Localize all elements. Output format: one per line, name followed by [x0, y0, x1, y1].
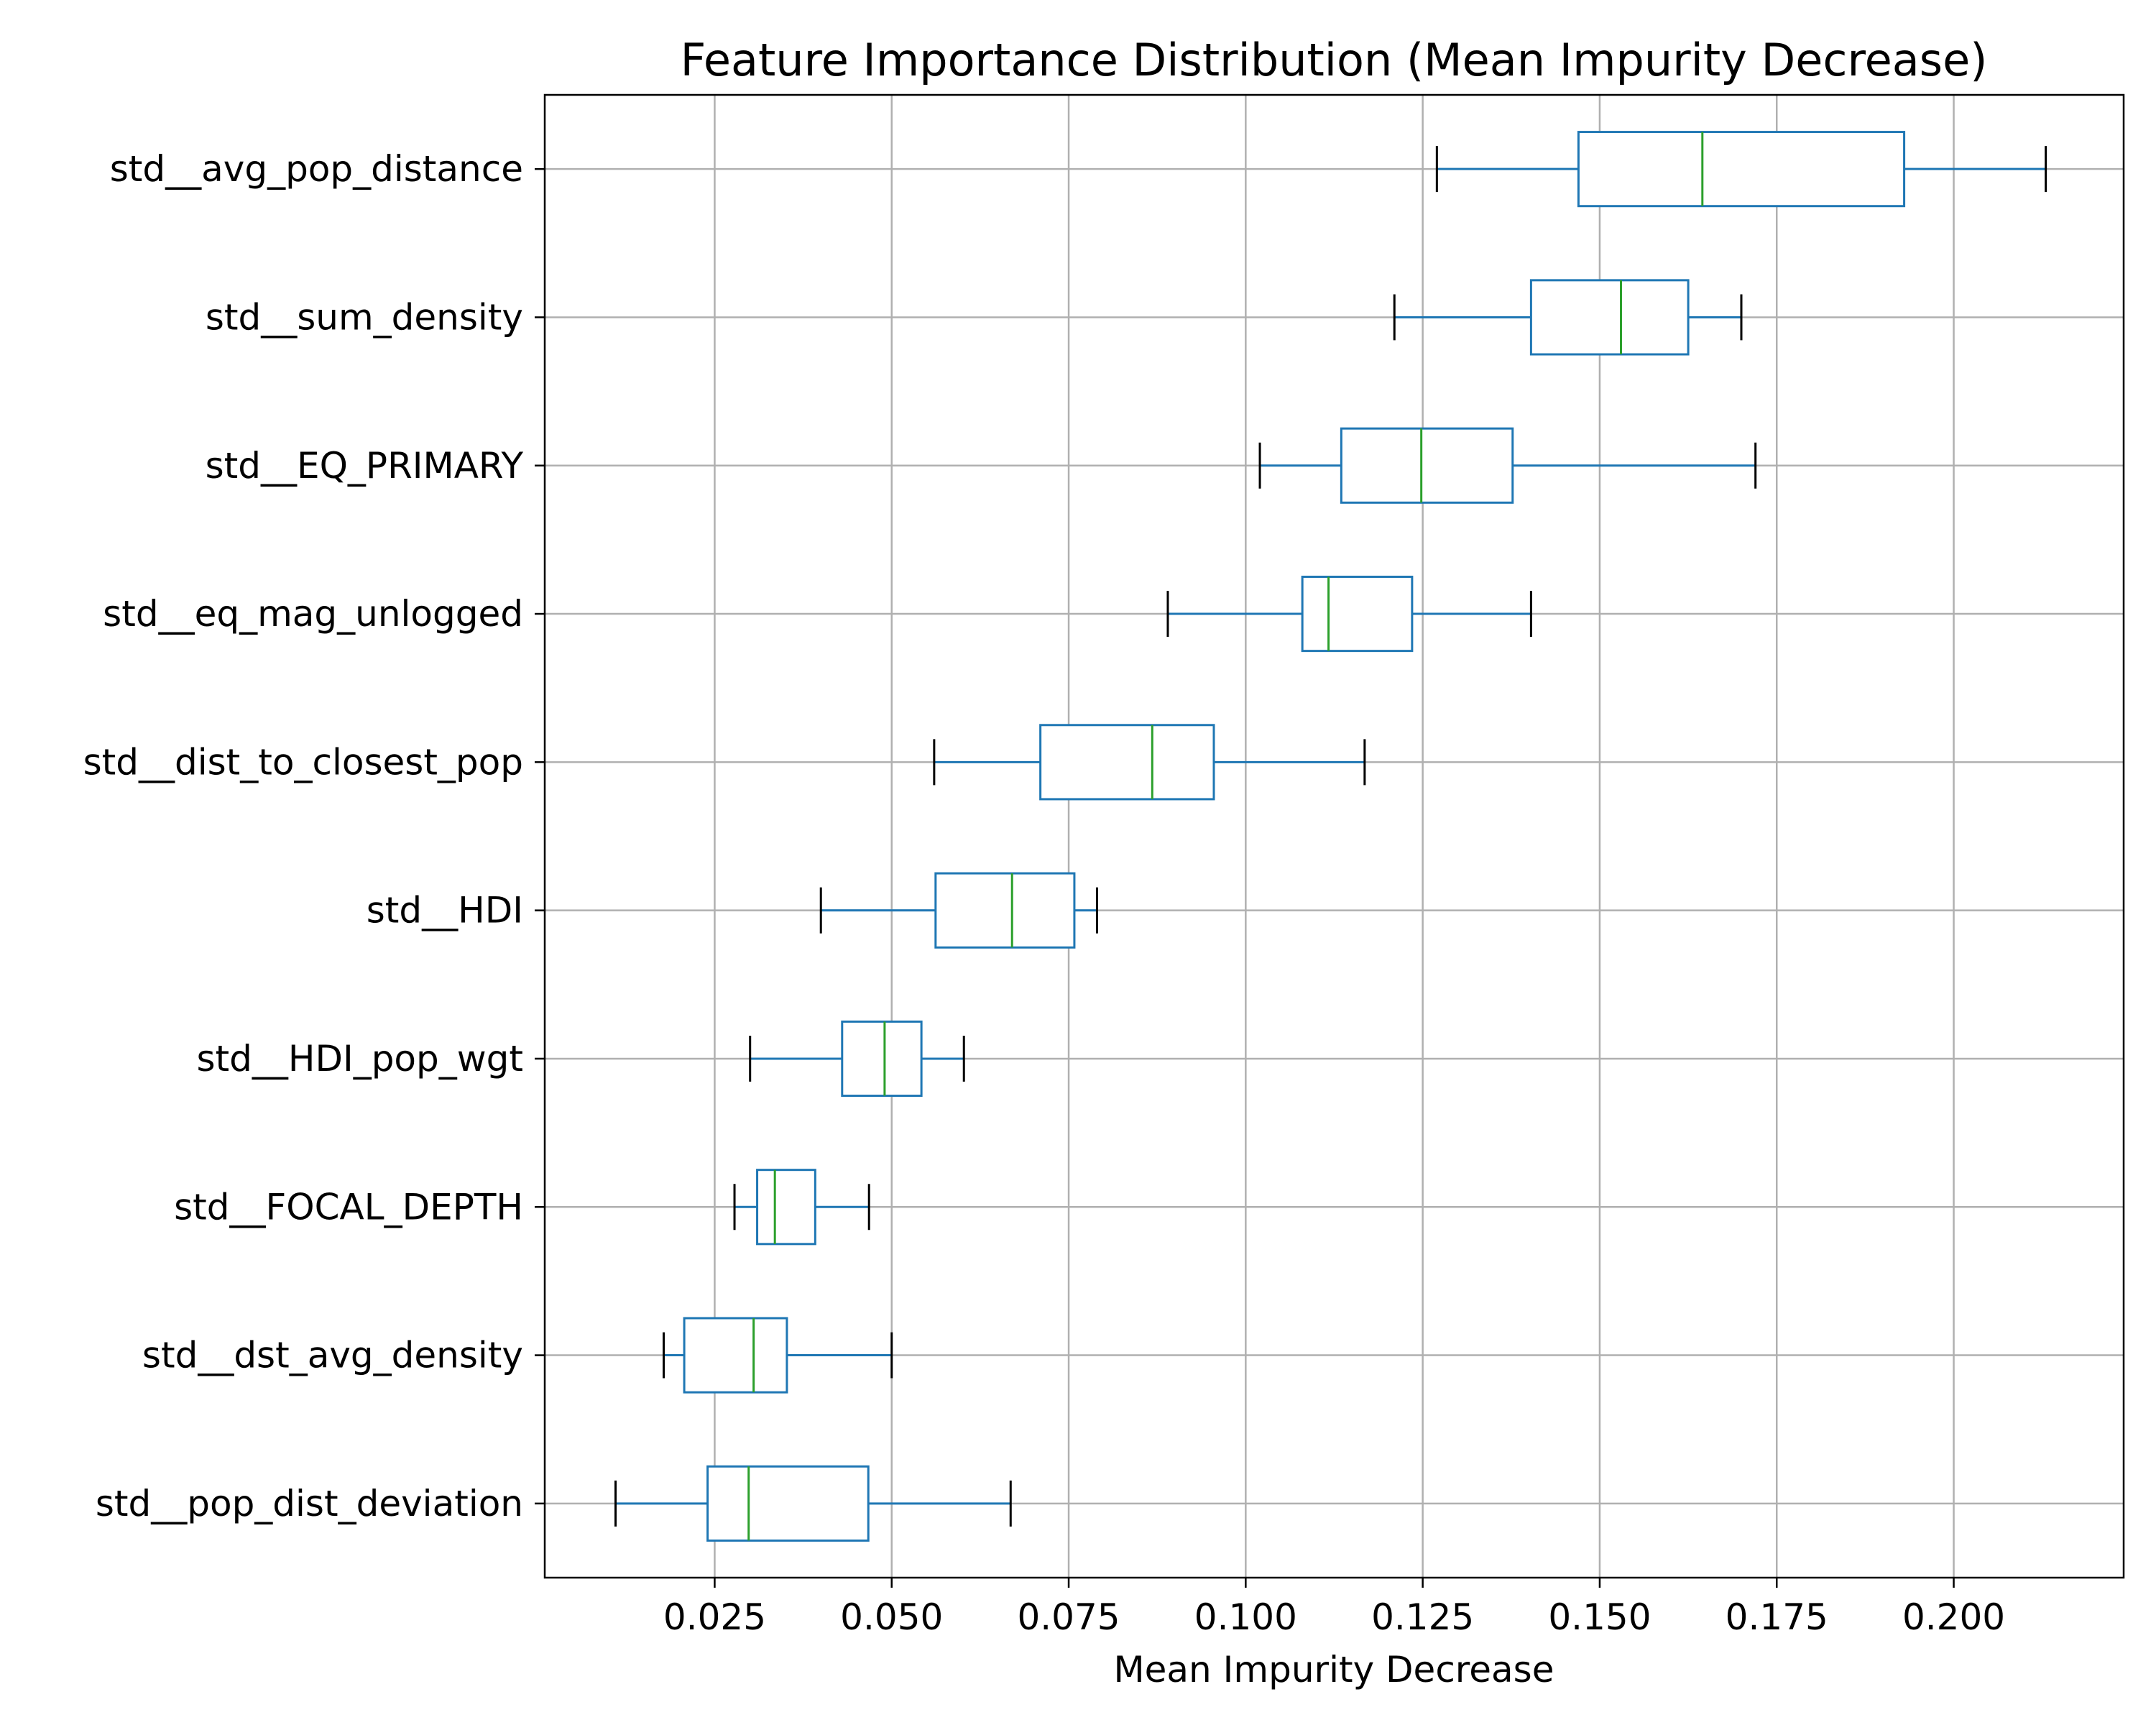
x-tick-label: 0.200 — [1902, 1596, 2005, 1638]
box-std__dist_to_closest_pop — [933, 724, 1366, 801]
y-tick-label: std__HDI_pop_wgt — [196, 1038, 523, 1080]
box-std__FOCAL_DEPTH — [733, 1169, 870, 1246]
x-axis-label: Mean Impurity Decrease — [1114, 1649, 1554, 1690]
box-iqr — [756, 1169, 816, 1246]
y-tick-label: std__HDI — [367, 890, 523, 932]
x-axis-ticks: 0.025 0.050 0.075 0.100 0.125 0.150 0.175 0.200 — [663, 1578, 2005, 1638]
box-plots — [614, 131, 2047, 1542]
y-tick-label: std__FOCAL_DEPTH — [174, 1186, 523, 1228]
box-std__EQ_PRIMARY — [1258, 427, 1757, 504]
x-tick-label: 0.050 — [840, 1596, 943, 1638]
box-iqr — [1529, 279, 1690, 356]
y-axis-ticks: std__avg_pop_distance std__sum_densitystd… — [83, 148, 545, 1524]
box-iqr — [683, 1317, 788, 1394]
x-tick-label: 0.025 — [663, 1596, 766, 1638]
box-iqr — [934, 872, 1076, 949]
x-tick-label: 0.150 — [1548, 1596, 1651, 1638]
x-tick-label: 0.075 — [1017, 1596, 1120, 1638]
box-iqr — [1577, 131, 1906, 208]
chart-title: Feature Importance Distribution (Mean Im… — [681, 34, 1988, 86]
x-tick-label: 0.175 — [1726, 1596, 1828, 1638]
box-std__HDI_pop_wgt — [749, 1020, 965, 1098]
box-std__avg_pop_distance — [1435, 131, 2047, 208]
box-std__eq_mag_unlogged — [1166, 575, 1532, 653]
box-iqr — [841, 1020, 923, 1098]
box-std__pop_dist_deviation — [614, 1465, 1012, 1542]
y-tick-label: std__eq_mag_unlogged — [103, 593, 523, 635]
y-tick-label: std__pop_dist_deviation — [96, 1483, 523, 1524]
box-std__HDI — [819, 872, 1098, 949]
y-tick-label: std__dist_to_closest_pop — [83, 741, 523, 783]
box-iqr — [706, 1465, 870, 1542]
y-tick-label: std__EQ_PRIMARY — [206, 445, 524, 487]
box-iqr — [1301, 575, 1414, 653]
y-tick-label: std__dst_avg_density — [142, 1335, 523, 1376]
x-tick-label: 0.100 — [1194, 1596, 1297, 1638]
box-std__sum_density — [1393, 279, 1743, 356]
box-iqr — [1039, 724, 1215, 801]
x-tick-label: 0.125 — [1371, 1596, 1474, 1638]
y-tick-label: std__sum_density — [206, 296, 523, 338]
plot-area-frame — [543, 93, 2125, 1579]
box-iqr — [1340, 427, 1514, 504]
y-tick-label: std__avg_pop_distance — [110, 148, 523, 190]
box-std__dst_avg_density — [663, 1317, 893, 1394]
